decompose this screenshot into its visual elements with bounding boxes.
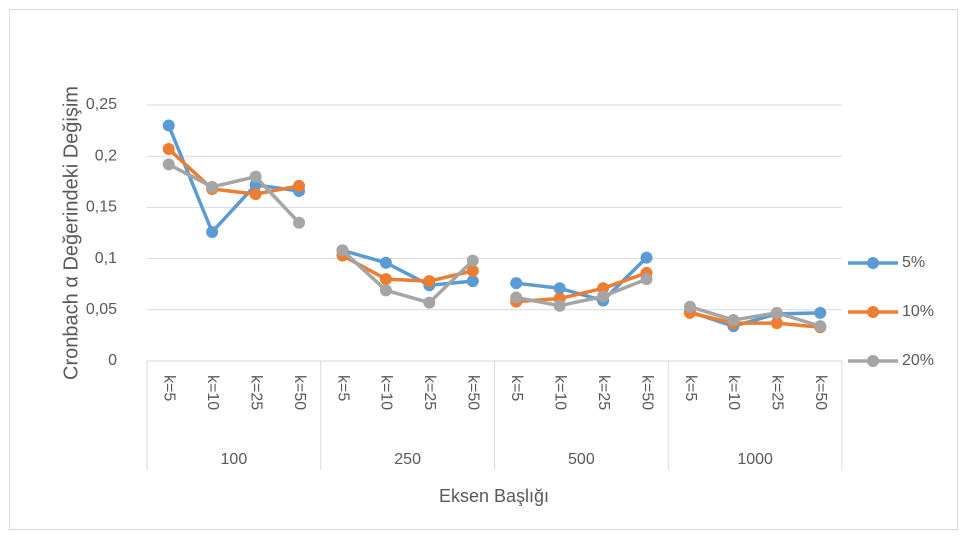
data-point [466, 275, 479, 288]
legend-marker [867, 257, 879, 269]
data-point [466, 264, 479, 277]
x-tick-label: k=25 [769, 375, 786, 410]
data-point [553, 282, 566, 295]
series-line [167, 147, 300, 196]
data-point [162, 158, 175, 171]
data-point [336, 244, 349, 257]
data-point [640, 273, 653, 286]
data-point [249, 170, 262, 183]
series-line [515, 277, 648, 308]
series-line [167, 124, 300, 234]
data-point [597, 290, 610, 303]
legend-label: 5% [902, 254, 925, 271]
series-line [167, 162, 301, 224]
legend-label: 20% [902, 352, 934, 369]
x-tick-label: k=10 [551, 375, 568, 410]
data-point [423, 275, 436, 288]
x-tick-label: k=10 [378, 375, 395, 410]
x-tick-label: k=50 [465, 375, 482, 410]
data-point [249, 188, 262, 201]
data-point [510, 277, 523, 290]
legend-label: 10% [902, 303, 934, 320]
legend-marker [867, 355, 879, 367]
data-point [814, 320, 827, 333]
legend-marker [867, 306, 879, 318]
x-tick-label: k=5 [682, 375, 699, 401]
data-point [379, 256, 392, 269]
data-point [162, 143, 175, 156]
x-tick-label: k=25 [421, 375, 438, 410]
data-point [206, 225, 219, 238]
data-point [423, 296, 436, 309]
y-axis-title: Cronbach α Değerindeki Değişim [60, 86, 82, 380]
x-tick-label: k=5 [160, 375, 177, 401]
y-tick-label: 0,15 [86, 199, 117, 216]
data-point [727, 314, 740, 327]
x-tick-label: k=10 [204, 375, 221, 410]
group-label: 500 [568, 451, 595, 468]
x-tick-label: k=50 [638, 375, 655, 410]
group-label: 250 [394, 451, 421, 468]
group-label: 100 [221, 451, 248, 468]
y-tick-label: 0,05 [86, 301, 117, 318]
x-tick-label: k=25 [247, 375, 264, 410]
series-line [689, 305, 821, 328]
y-tick-label: 0 [108, 352, 117, 369]
data-point [553, 299, 566, 312]
x-tick-label: k=25 [595, 375, 612, 410]
data-point [162, 119, 175, 132]
x-tick-label: k=50 [812, 375, 829, 410]
x-tick-label: k=5 [334, 375, 351, 401]
x-tick-label: k=10 [725, 375, 742, 410]
chart-border [9, 9, 958, 530]
series-line [341, 249, 474, 305]
data-point [814, 306, 827, 319]
data-point [466, 254, 479, 267]
y-tick-label: 0,1 [95, 250, 117, 267]
x-tick-label: k=50 [291, 375, 308, 410]
y-tick-label: 0,2 [95, 147, 117, 164]
series-line [341, 253, 474, 283]
data-point [683, 300, 696, 313]
data-point [770, 306, 783, 319]
data-point [770, 317, 783, 330]
x-tick-label: k=5 [508, 375, 525, 401]
data-point [640, 251, 653, 264]
data-point [379, 273, 392, 286]
y-tick-label: 0,25 [86, 96, 117, 113]
data-point [293, 216, 306, 229]
data-point [293, 179, 306, 192]
data-point [510, 291, 523, 304]
group-label: 1000 [737, 451, 773, 468]
series-line [689, 311, 821, 329]
x-axis-title: Eksen Başlığı [439, 486, 549, 506]
data-point [206, 180, 219, 193]
data-point [379, 284, 392, 297]
